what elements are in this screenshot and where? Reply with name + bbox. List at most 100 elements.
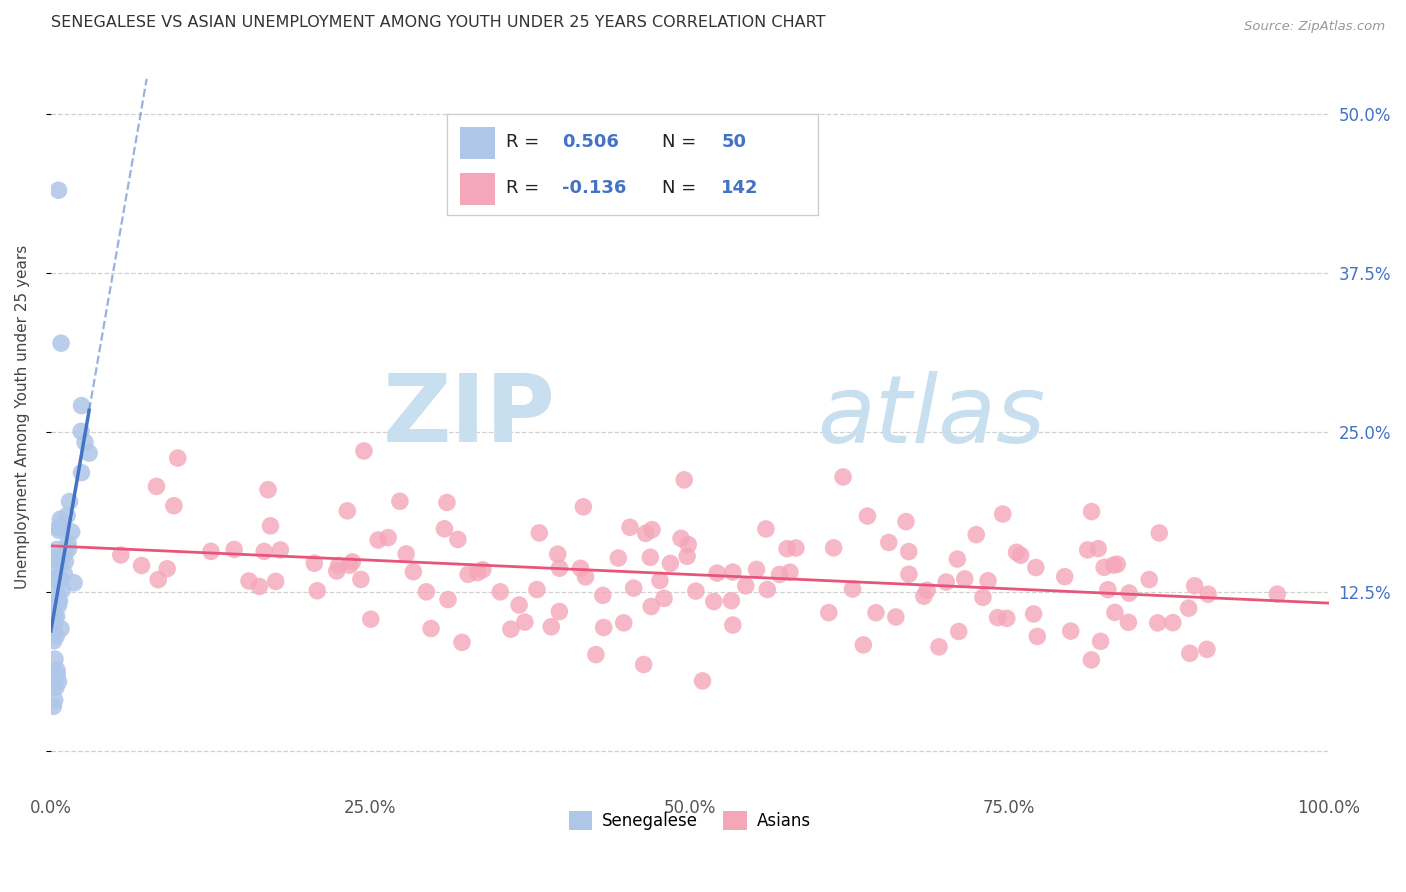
Point bbox=[1022, 607, 1045, 621]
Point bbox=[60, 524, 83, 539]
Point bbox=[977, 574, 1000, 588]
Point bbox=[633, 657, 655, 672]
Point bbox=[342, 555, 364, 569]
Point bbox=[436, 495, 458, 509]
Point bbox=[388, 494, 411, 508]
Point bbox=[350, 573, 373, 587]
Point bbox=[77, 446, 100, 460]
Point bbox=[48, 520, 70, 534]
Text: atlas: atlas bbox=[817, 371, 1046, 462]
Point bbox=[768, 567, 790, 582]
Point bbox=[45, 609, 67, 624]
Point bbox=[1010, 548, 1032, 562]
Point bbox=[1137, 573, 1160, 587]
Point bbox=[402, 565, 425, 579]
Point bbox=[46, 574, 69, 589]
Point bbox=[336, 504, 359, 518]
Point bbox=[49, 512, 72, 526]
Point bbox=[156, 562, 179, 576]
Point bbox=[897, 567, 920, 582]
Point bbox=[619, 520, 641, 534]
Point bbox=[720, 593, 742, 607]
Point bbox=[1118, 586, 1140, 600]
Point bbox=[1197, 587, 1219, 601]
Point bbox=[513, 615, 536, 629]
Point bbox=[367, 533, 389, 547]
Point bbox=[131, 558, 153, 573]
Point bbox=[613, 615, 636, 630]
Point bbox=[56, 535, 79, 549]
Point bbox=[1178, 646, 1201, 660]
Point bbox=[659, 557, 682, 571]
Point bbox=[145, 479, 167, 493]
Point bbox=[1080, 653, 1102, 667]
Point bbox=[45, 566, 67, 581]
Point bbox=[58, 542, 80, 557]
Point bbox=[247, 579, 270, 593]
Point bbox=[652, 591, 675, 606]
Point bbox=[592, 588, 614, 602]
Point bbox=[489, 584, 512, 599]
Point bbox=[935, 574, 957, 589]
Point bbox=[832, 470, 855, 484]
Point bbox=[745, 562, 768, 576]
Legend: Senegalese, Asians: Senegalese, Asians bbox=[562, 805, 817, 837]
Point bbox=[467, 566, 489, 580]
Point bbox=[953, 572, 976, 586]
Point bbox=[928, 640, 950, 654]
Point bbox=[46, 663, 69, 677]
Point bbox=[1097, 582, 1119, 597]
Point bbox=[41, 606, 63, 620]
Point bbox=[63, 575, 86, 590]
Point bbox=[41, 552, 63, 566]
Point bbox=[46, 667, 69, 681]
Point bbox=[42, 551, 65, 566]
Point bbox=[45, 680, 67, 694]
Point bbox=[585, 648, 607, 662]
Point bbox=[41, 677, 63, 691]
Point bbox=[48, 571, 70, 585]
Point bbox=[676, 549, 699, 564]
Point bbox=[304, 556, 326, 570]
Point bbox=[70, 399, 93, 413]
Point bbox=[238, 574, 260, 588]
Point bbox=[48, 553, 70, 567]
Point bbox=[53, 567, 76, 582]
Point bbox=[641, 523, 664, 537]
Point bbox=[1092, 560, 1115, 574]
Point bbox=[572, 500, 595, 514]
Point bbox=[721, 618, 744, 632]
Point bbox=[897, 544, 920, 558]
Point bbox=[415, 584, 437, 599]
Y-axis label: Unemployment Among Youth under 25 years: Unemployment Among Youth under 25 years bbox=[15, 244, 30, 589]
Point bbox=[607, 551, 630, 566]
Point bbox=[53, 546, 76, 560]
Point bbox=[73, 435, 96, 450]
Point bbox=[420, 622, 443, 636]
Point bbox=[965, 527, 987, 541]
Point bbox=[1265, 587, 1288, 601]
Point bbox=[433, 522, 456, 536]
Point bbox=[1026, 629, 1049, 643]
Point bbox=[852, 638, 875, 652]
Point bbox=[326, 564, 349, 578]
Point bbox=[42, 699, 65, 714]
Point bbox=[44, 607, 66, 622]
Point bbox=[499, 622, 522, 636]
Point bbox=[547, 547, 569, 561]
Point bbox=[841, 582, 863, 596]
Point bbox=[1184, 579, 1206, 593]
Point bbox=[451, 635, 474, 649]
Point bbox=[257, 483, 280, 497]
Point bbox=[1005, 545, 1028, 559]
Point bbox=[884, 610, 907, 624]
Point bbox=[755, 522, 778, 536]
Point bbox=[48, 523, 70, 537]
Point bbox=[49, 336, 72, 351]
Point bbox=[44, 614, 66, 628]
Point bbox=[1161, 615, 1184, 630]
Point bbox=[548, 561, 571, 575]
Point bbox=[110, 548, 132, 562]
Point bbox=[995, 611, 1018, 625]
Point bbox=[785, 541, 807, 555]
